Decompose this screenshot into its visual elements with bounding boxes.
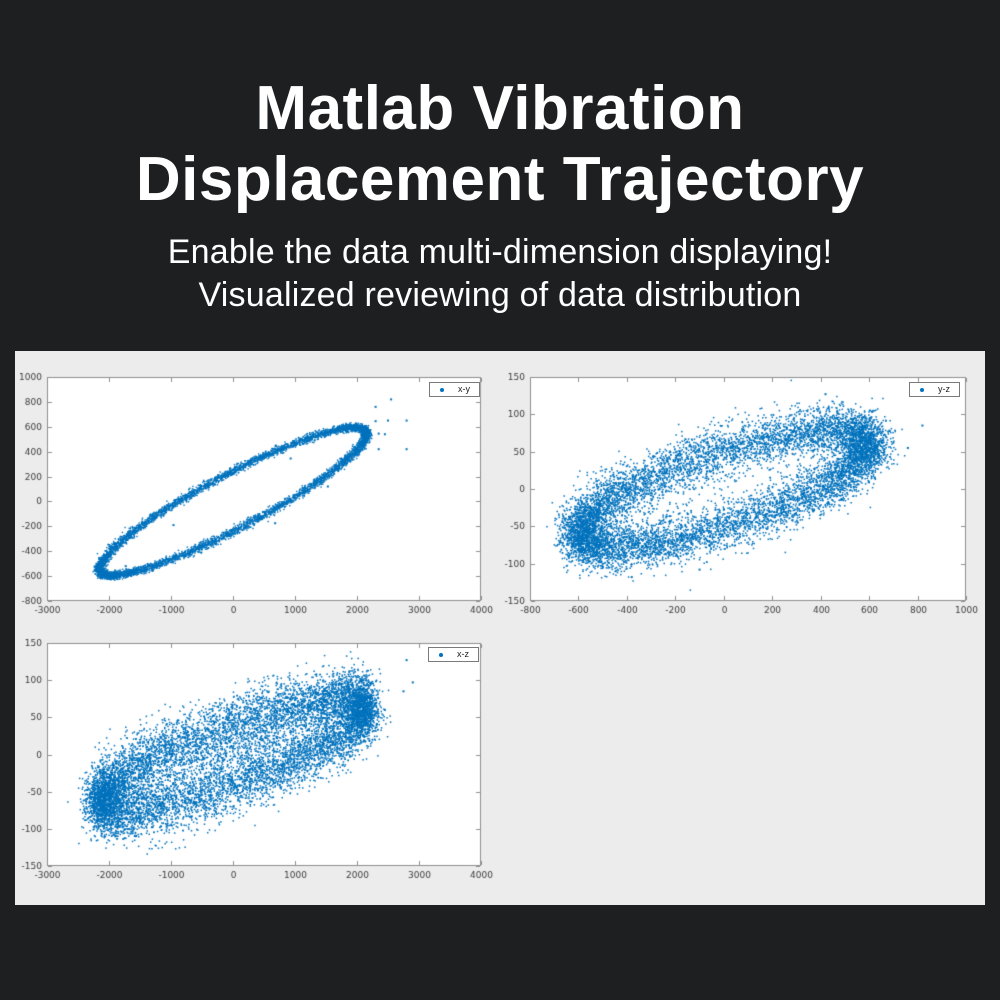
page-subtitle: Enable the data multi-dimension displayi… xyxy=(0,231,1000,317)
legend-xz-marker-icon xyxy=(439,652,443,657)
legend-xz-label: x-z xyxy=(457,649,469,659)
hero-section: Matlab Vibration Displacement Trajectory… xyxy=(0,0,1000,317)
legend-yz-label: y-z xyxy=(938,384,950,394)
plots-panel: x-y y-z x-z xyxy=(15,351,985,905)
page-subtitle-line1: Enable the data multi-dimension displayi… xyxy=(167,233,833,272)
legend-xy-marker-icon xyxy=(440,387,444,392)
page-title-line2: Displacement Trajectory xyxy=(135,144,865,214)
legend-xz: x-z xyxy=(428,647,479,662)
legend-yz: y-z xyxy=(909,382,960,397)
legend-xy: x-y xyxy=(429,382,480,397)
legend-yz-marker-icon xyxy=(920,387,924,392)
legend-xy-label: x-y xyxy=(458,384,470,394)
page-title-line1: Matlab Vibration xyxy=(255,74,745,143)
scatter-plots-canvas xyxy=(15,351,985,905)
page-title: Matlab Vibration Displacement Trajectory xyxy=(0,74,1000,215)
page-subtitle-line2: Visualized reviewing of data distributio… xyxy=(198,276,802,315)
